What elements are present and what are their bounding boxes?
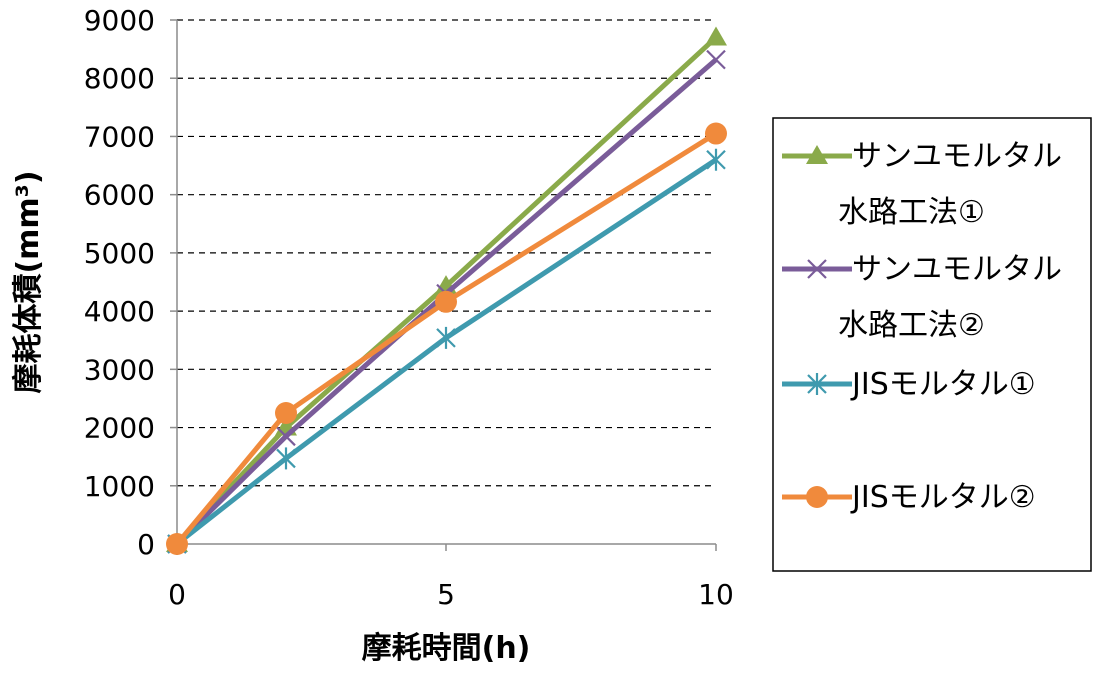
y-tick-label: 3000 [84, 353, 155, 386]
y-tick-label: 0 [137, 528, 155, 561]
y-tick-label: 1000 [84, 470, 155, 503]
y-axis-title: 摩耗体積(mm³) [11, 170, 46, 393]
star-marker [436, 326, 456, 349]
y-tick-label: 9000 [84, 4, 155, 37]
star-marker [276, 447, 296, 470]
triangle-marker [806, 145, 828, 164]
triangle-marker [705, 26, 727, 46]
x-tick-label: 0 [168, 578, 186, 611]
legend-label: 水路工法① [838, 195, 985, 230]
y-tick-label: 7000 [84, 120, 155, 153]
y-tick-label: 8000 [84, 62, 155, 95]
legend-item: JISモルタル② [782, 480, 1036, 515]
legend-label: サンユモルタル [852, 139, 1062, 174]
legend-label: サンユモルタル [852, 252, 1062, 287]
circle-marker [275, 402, 297, 424]
y-tick-label: 6000 [84, 179, 155, 212]
gridlines [177, 19, 716, 487]
legend-label: JISモルタル② [850, 480, 1036, 515]
y-tick-label: 4000 [84, 295, 155, 328]
legend-item: JISモルタル① [782, 367, 1036, 402]
circle-marker [435, 290, 457, 313]
x-tick-label: 5 [437, 578, 455, 611]
star-marker [807, 373, 827, 395]
circle-marker [166, 533, 188, 555]
circle-marker [806, 486, 828, 508]
x-tick-label: 10 [698, 578, 734, 611]
circle-marker [705, 122, 727, 145]
series-group [166, 26, 727, 555]
x-marker-stroke [706, 49, 726, 70]
legend-label: JISモルタル① [850, 367, 1036, 402]
x-marker [706, 49, 726, 70]
x-tick-labels: 0 5 10 [168, 544, 734, 611]
x-marker-stroke [276, 426, 296, 447]
legend-label: 水路工法② [838, 308, 985, 343]
y-tick-labels: 0 1000 2000 3000 4000 5000 6000 7000 8000 9000 [84, 4, 177, 561]
y-tick-label: 2000 [84, 412, 155, 445]
star-marker [706, 148, 726, 171]
series-line [175, 57, 718, 546]
x-marker-stroke [807, 259, 827, 279]
series-line [175, 131, 718, 546]
x-marker [276, 426, 296, 447]
y-tick-label: 5000 [84, 237, 155, 270]
x-marker [807, 259, 827, 279]
series-line [175, 157, 718, 546]
x-axis-title: 摩耗時間(h) [362, 631, 531, 666]
series-circle [166, 122, 727, 555]
series-star [167, 148, 726, 555]
